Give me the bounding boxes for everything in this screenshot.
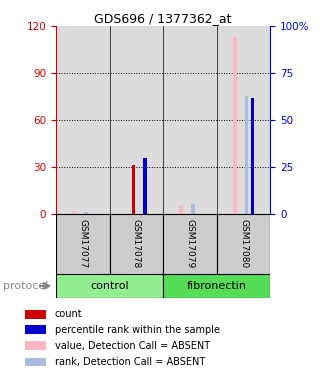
Bar bbox=[56, 26, 109, 214]
Text: GSM17079: GSM17079 bbox=[186, 219, 195, 268]
Bar bbox=[233, 37, 236, 214]
Bar bbox=[179, 206, 183, 214]
Text: fibronectin: fibronectin bbox=[187, 281, 247, 291]
Bar bbox=[143, 158, 147, 214]
Bar bbox=[163, 214, 217, 274]
Bar bbox=[217, 26, 270, 214]
Bar bbox=[25, 358, 46, 366]
Text: GSM17080: GSM17080 bbox=[239, 219, 248, 268]
Text: rank, Detection Call = ABSENT: rank, Detection Call = ABSENT bbox=[55, 357, 205, 367]
Text: value, Detection Call = ABSENT: value, Detection Call = ABSENT bbox=[55, 340, 210, 351]
Bar bbox=[56, 214, 109, 274]
Text: protocol: protocol bbox=[3, 281, 48, 291]
Bar bbox=[109, 26, 163, 214]
Bar bbox=[25, 310, 46, 318]
Title: GDS696 / 1377362_at: GDS696 / 1377362_at bbox=[94, 12, 232, 25]
Text: count: count bbox=[55, 309, 82, 320]
Bar bbox=[25, 326, 46, 334]
Bar bbox=[245, 96, 248, 214]
Bar bbox=[217, 214, 270, 274]
Bar bbox=[251, 98, 254, 214]
Bar bbox=[84, 212, 88, 214]
Bar bbox=[163, 26, 217, 214]
Text: percentile rank within the sample: percentile rank within the sample bbox=[55, 325, 220, 334]
Bar bbox=[109, 214, 163, 274]
Text: GSM17077: GSM17077 bbox=[78, 219, 87, 268]
Bar bbox=[25, 341, 46, 350]
Bar bbox=[132, 165, 135, 214]
Bar bbox=[72, 211, 76, 214]
Bar bbox=[163, 274, 270, 298]
Text: GSM17078: GSM17078 bbox=[132, 219, 141, 268]
Bar bbox=[56, 274, 163, 298]
Bar bbox=[191, 204, 195, 214]
Text: control: control bbox=[90, 281, 129, 291]
